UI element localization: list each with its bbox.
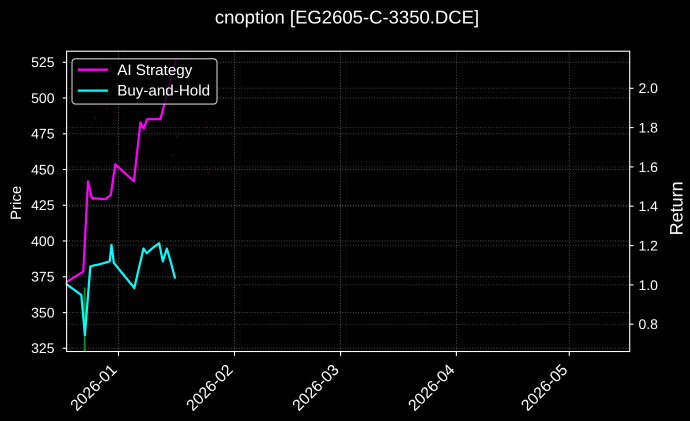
svg-text:Price: Price xyxy=(8,186,25,220)
svg-text:1.8: 1.8 xyxy=(639,120,659,136)
svg-text:2.0: 2.0 xyxy=(639,80,659,96)
svg-text:450: 450 xyxy=(31,161,55,177)
svg-text:400: 400 xyxy=(31,233,55,249)
svg-text:500: 500 xyxy=(31,90,55,106)
svg-text:AI Strategy: AI Strategy xyxy=(117,62,193,79)
svg-text:350: 350 xyxy=(31,305,55,321)
svg-text:375: 375 xyxy=(31,269,55,285)
svg-text:425: 425 xyxy=(31,197,55,213)
svg-text:1.4: 1.4 xyxy=(639,198,659,214)
svg-text:1.0: 1.0 xyxy=(639,277,659,293)
svg-text:Return: Return xyxy=(666,181,686,235)
svg-text:525: 525 xyxy=(31,54,55,70)
svg-text:475: 475 xyxy=(31,126,55,142)
svg-text:1.6: 1.6 xyxy=(639,159,659,175)
svg-text:cnoption [EG2605-C-3350.DCE]: cnoption [EG2605-C-3350.DCE] xyxy=(215,6,479,27)
svg-text:325: 325 xyxy=(31,340,55,356)
svg-text:Buy-and-Hold: Buy-and-Hold xyxy=(117,83,210,100)
svg-text:0.8: 0.8 xyxy=(639,316,659,332)
svg-text:1.2: 1.2 xyxy=(639,238,659,254)
